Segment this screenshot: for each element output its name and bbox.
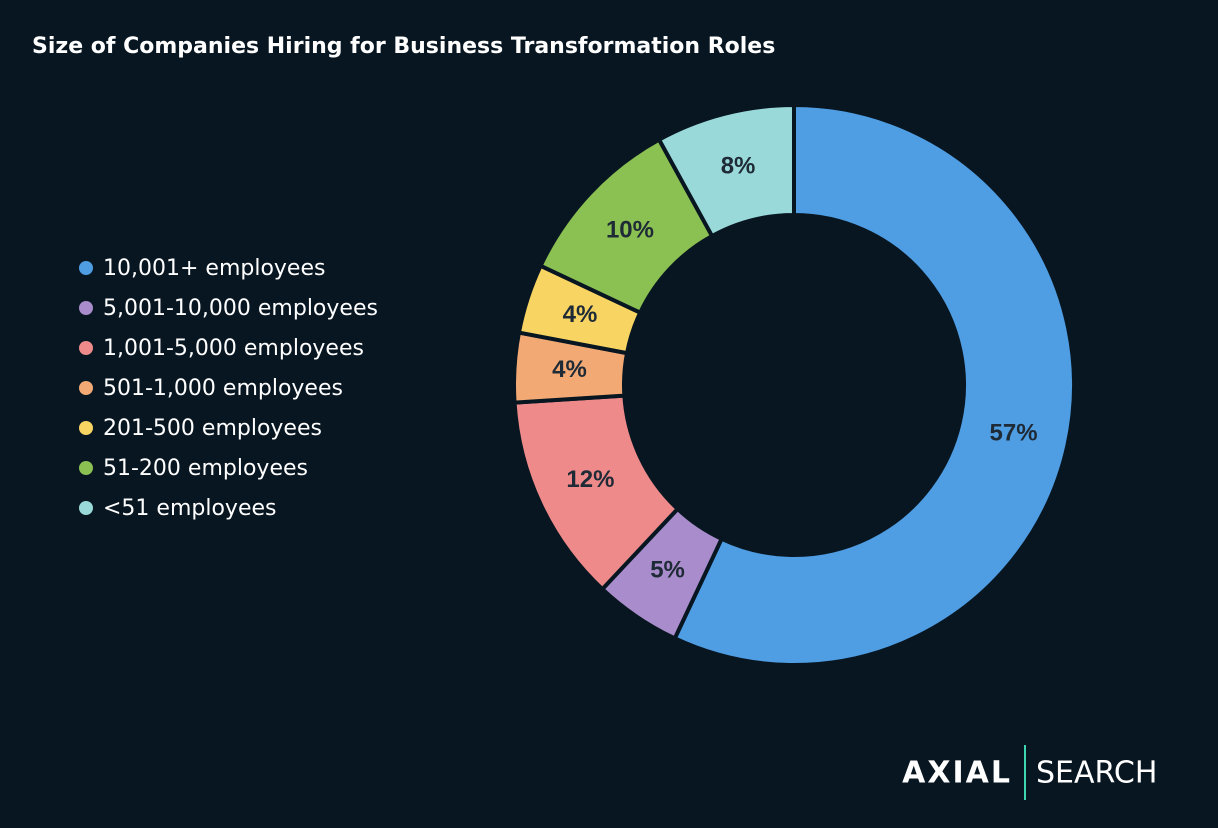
- slice: [656, 102, 796, 239]
- legend-marker: [79, 341, 93, 355]
- data-label: 57%: [990, 419, 1038, 446]
- legend-label: 201-500 employees: [103, 416, 322, 441]
- legend-marker: [79, 381, 93, 395]
- legend-label: 10,001+ employees: [103, 256, 325, 281]
- legend-marker: [79, 301, 93, 315]
- data-label: 10%: [606, 216, 654, 243]
- legend-marker: [79, 501, 93, 515]
- data-label: 4%: [563, 301, 598, 328]
- brand-product: SEARCH: [1036, 756, 1157, 791]
- data-label: 8%: [721, 152, 756, 179]
- legend-label: 51-200 employees: [103, 456, 308, 481]
- legend-marker: [79, 461, 93, 475]
- data-label: 12%: [566, 466, 614, 493]
- data-label: 5%: [650, 556, 685, 583]
- chart-title: Size of Companies Hiring for Business Tr…: [32, 34, 775, 59]
- data-label: 4%: [552, 356, 587, 383]
- legend-label: 1,001-5,000 employees: [103, 336, 364, 361]
- slice: [672, 102, 1076, 667]
- legend-label: 5,001-10,000 employees: [103, 296, 378, 321]
- brand-name: AXIAL: [902, 756, 1012, 791]
- legend-marker: [79, 421, 93, 435]
- legend-label: 501-1,000 employees: [103, 376, 343, 401]
- legend-label: <51 employees: [103, 496, 276, 521]
- legend-marker: [79, 261, 93, 275]
